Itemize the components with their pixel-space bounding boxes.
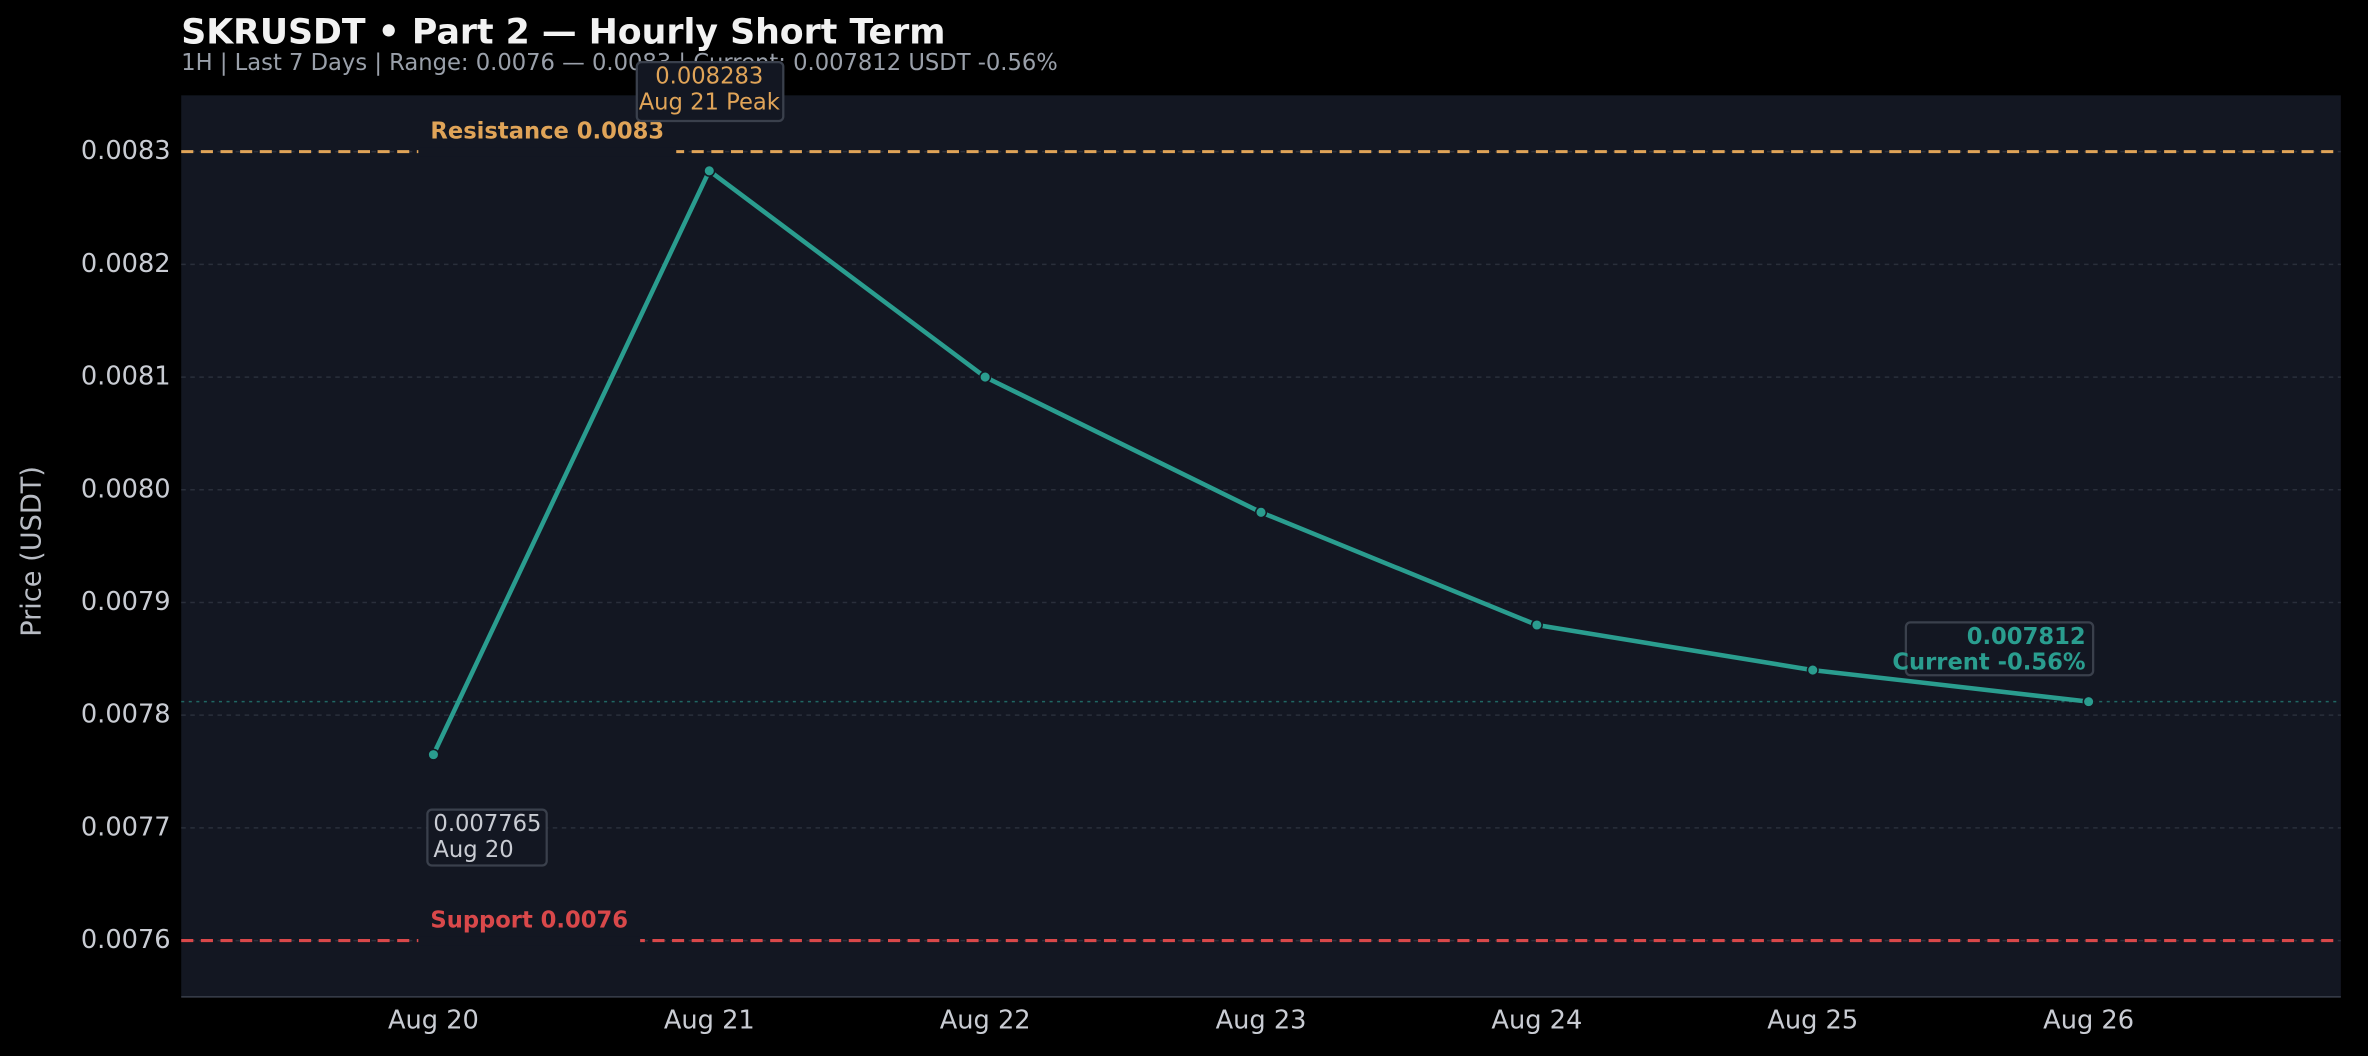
reference-label: Resistance 0.0083 xyxy=(430,119,664,145)
chart-title: SKRUSDT • Part 2 — Hourly Short Term xyxy=(181,12,945,52)
annotation-text: Current -0.56% xyxy=(1892,650,2085,676)
data-point xyxy=(1530,618,1543,632)
reference-label-bg xyxy=(418,936,641,946)
y-tick-label: 0.0083 xyxy=(81,136,171,166)
x-tick-label: Aug 22 xyxy=(940,1006,1031,1036)
x-tick-label: Aug 20 xyxy=(388,1006,479,1036)
annotation-text: 0.008283 xyxy=(655,64,763,90)
y-tick-label: 0.0077 xyxy=(81,812,171,842)
x-tick-label: Aug 24 xyxy=(1491,1006,1582,1036)
chart-subtitle: 1H | Last 7 Days | Range: 0.0076 — 0.008… xyxy=(181,50,1058,76)
data-point xyxy=(2082,695,2095,708)
data-point xyxy=(1254,506,1268,519)
annotation-text: Aug 20 xyxy=(433,837,513,863)
y-tick-label: 0.0080 xyxy=(81,474,171,504)
data-point xyxy=(1806,664,1819,677)
x-tick-label: Aug 25 xyxy=(1767,1006,1858,1036)
y-axis-label: Price (USDT) xyxy=(17,466,48,637)
y-tick-label: 0.0082 xyxy=(81,249,171,279)
annotation-text: 0.007765 xyxy=(433,811,541,837)
annotation-text: Aug 21 Peak xyxy=(639,89,781,115)
annotation-box xyxy=(635,60,785,123)
x-tick-label: Aug 21 xyxy=(664,1006,755,1036)
x-tick-label: Aug 23 xyxy=(1216,1006,1307,1036)
y-tick-label: 0.0079 xyxy=(81,587,171,617)
y-tick-label: 0.0081 xyxy=(81,362,171,392)
annotation-text: 0.007812 xyxy=(1967,624,2086,650)
data-point xyxy=(427,748,440,761)
reference-label-bg xyxy=(418,147,677,157)
data-point xyxy=(979,371,992,384)
reference-label: Support 0.0076 xyxy=(430,907,628,933)
y-tick-label: 0.0078 xyxy=(81,700,171,730)
annotation-box xyxy=(426,808,548,867)
y-tick-label: 0.0076 xyxy=(81,925,171,955)
x-tick-label: Aug 26 xyxy=(2043,1006,2134,1036)
annotation-box xyxy=(1904,621,2095,677)
data-point xyxy=(703,164,716,177)
